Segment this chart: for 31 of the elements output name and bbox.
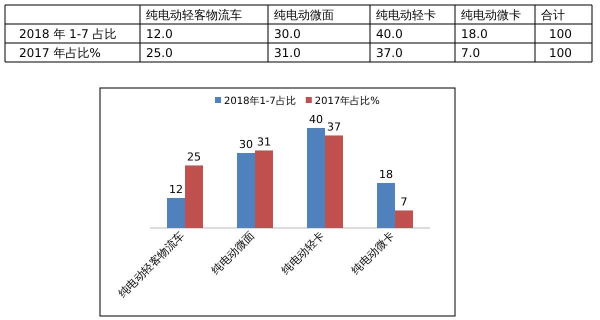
category-label: 纯电动轻客物流车 bbox=[146, 8, 242, 22]
data-label: 37 bbox=[327, 120, 341, 134]
category-label: 纯电动微卡 bbox=[461, 8, 521, 22]
data-label: 31.0 bbox=[274, 46, 301, 60]
x-tick-label: 纯电动微面 bbox=[209, 228, 258, 278]
x-tick-label: 纯电动轻客物流车 bbox=[116, 228, 188, 300]
data-label: 37.0 bbox=[376, 46, 403, 60]
data-label: 7 bbox=[400, 196, 408, 208]
category-label: 合计 bbox=[541, 8, 565, 22]
text: 2018 年 1-7 占比 bbox=[19, 27, 117, 41]
text: 2017 年占比% bbox=[19, 46, 101, 60]
data-label: 25.0 bbox=[146, 46, 173, 60]
data-label: 40.0 bbox=[376, 27, 403, 41]
category-label: 纯电动微面 bbox=[274, 8, 334, 22]
data-label: 31 bbox=[257, 136, 271, 148]
data-label: 40 bbox=[309, 113, 323, 126]
data-label: 100 bbox=[549, 46, 572, 60]
data-label: 30.0 bbox=[274, 27, 301, 41]
data-label: 18.0 bbox=[461, 27, 488, 41]
category-label: 纯电动轻卡 bbox=[376, 8, 436, 22]
data-label: 18 bbox=[379, 168, 393, 181]
legend-label: 2018年1-7占比 bbox=[224, 95, 296, 107]
data-label: 25 bbox=[187, 150, 201, 164]
data-label: 12 bbox=[169, 183, 183, 196]
data-label: 7.0 bbox=[461, 46, 480, 60]
x-tick-label: 纯电动微卡 bbox=[349, 228, 398, 278]
data-label: 100 bbox=[549, 27, 572, 41]
data-label: 30 bbox=[239, 138, 253, 151]
x-tick-label: 纯电动轻卡 bbox=[279, 228, 328, 278]
data-label: 12.0 bbox=[146, 27, 173, 41]
legend-label: 2017年占比% bbox=[314, 95, 380, 107]
